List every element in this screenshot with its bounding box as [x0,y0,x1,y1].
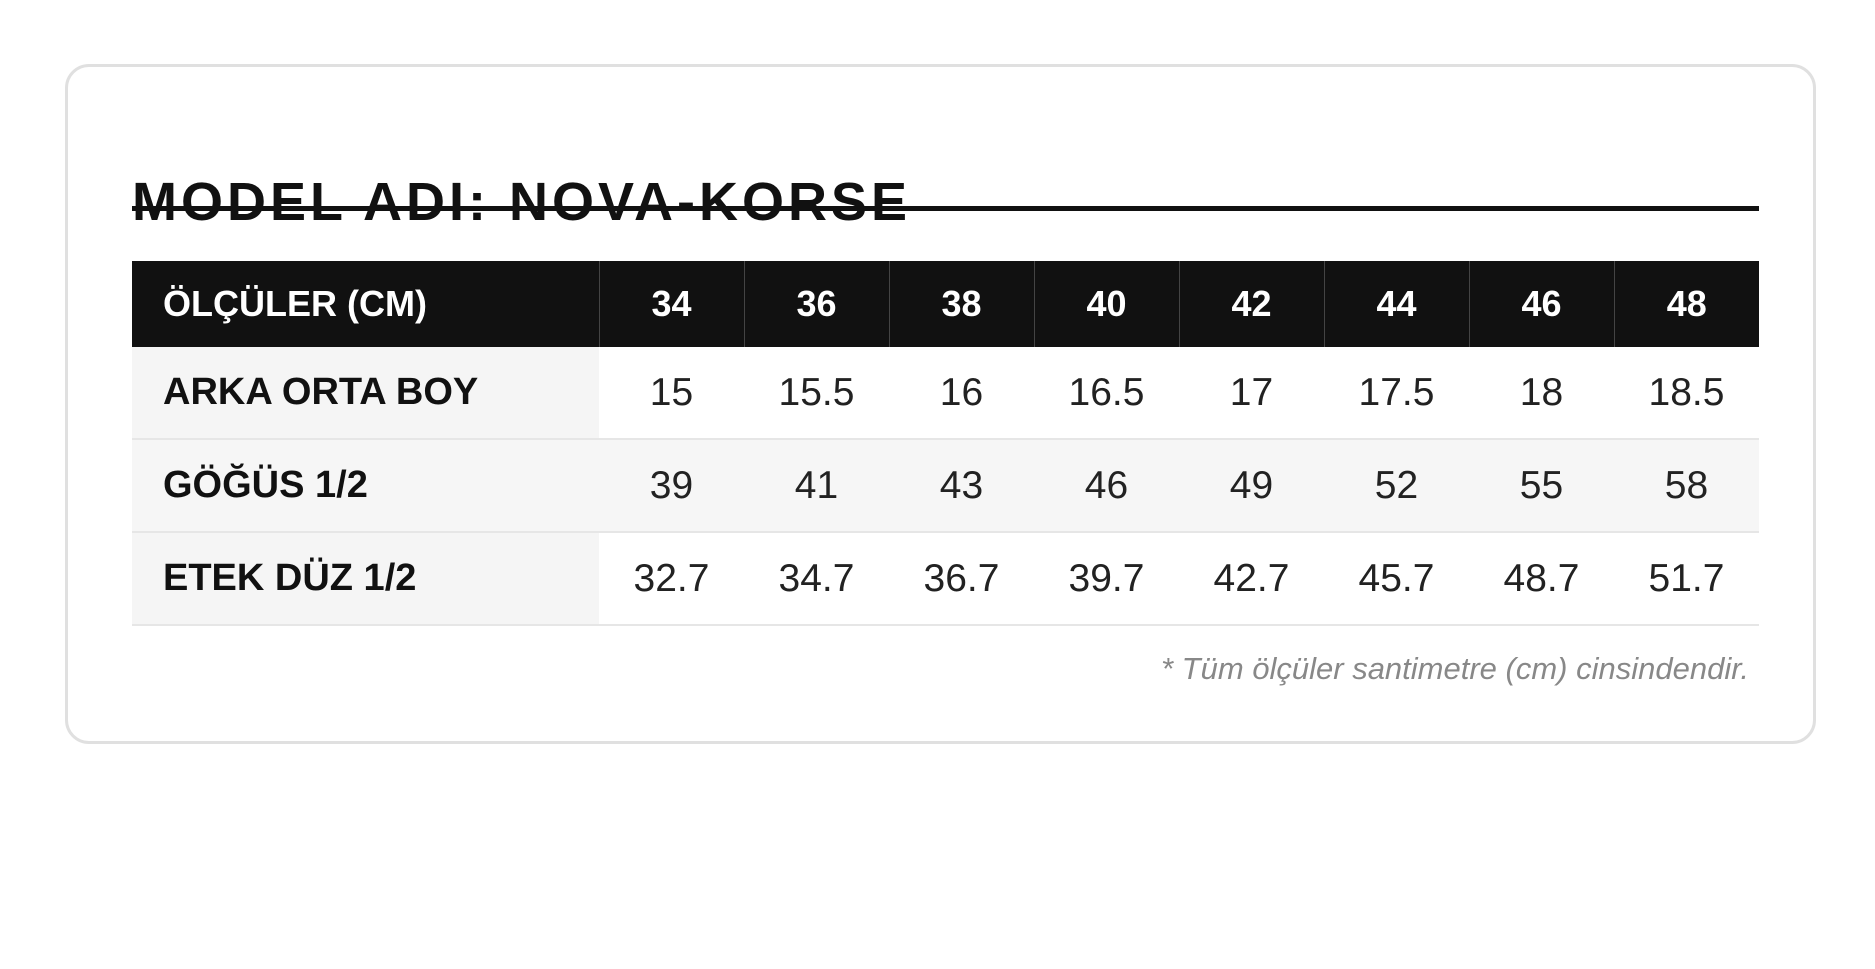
title: MODEL ADI: NOVA-KORSE [132,172,912,232]
table-row: GÖĞÜS 1/2 39 41 43 46 49 52 55 58 [132,439,1759,533]
measure-value: 42.7 [1179,532,1324,626]
measure-name: GÖĞÜS 1/2 [132,439,599,533]
measure-value: 58 [1614,439,1759,533]
size-header: 46 [1468,261,1614,347]
size-header: 44 [1323,261,1469,347]
measure-value: 43 [889,439,1034,533]
size-header: 48 [1613,261,1759,347]
size-header: 40 [1033,261,1179,347]
measure-value: 49 [1179,439,1324,533]
measure-value: 15 [599,347,744,440]
measure-value: 39 [599,439,744,533]
measure-value: 16.5 [1034,347,1179,440]
size-header: 34 [598,261,744,347]
header-row: ÖLÇÜLER (CM) 34 36 38 40 42 44 46 48 [132,261,1759,347]
measure-value: 51.7 [1614,532,1759,626]
table-body: ARKA ORTA BOY 15 15.5 16 16.5 17 17.5 18 18.5 GÖĞ… [132,347,1759,626]
measure-value: 55 [1469,439,1614,533]
measure-value: 17.5 [1324,347,1469,440]
measure-value: 16 [889,347,1034,440]
measure-value: 46 [1034,439,1179,533]
footnote: * Tüm ölçüler santimetre (cm) cinsindend… [1160,651,1749,686]
measure-value: 52 [1324,439,1469,533]
table-row: ETEK DÜZ 1/2 32.7 34.7 36.7 39.7 42.7 45.7 48.7… [132,532,1759,626]
measure-value: 36.7 [889,532,1034,626]
measure-value: 15.5 [744,347,889,440]
size-header: 38 [888,261,1034,347]
measure-value: 34.7 [744,532,889,626]
size-header: 36 [743,261,889,347]
measure-header: ÖLÇÜLER (CM) [132,261,599,347]
measure-name: ETEK DÜZ 1/2 [132,532,599,626]
measure-name: ARKA ORTA BOY [132,347,599,440]
measure-value: 45.7 [1324,532,1469,626]
measure-value: 18.5 [1614,347,1759,440]
measure-value: 17 [1179,347,1324,440]
measure-value: 18 [1469,347,1614,440]
measure-value: 48.7 [1469,532,1614,626]
measure-value: 39.7 [1034,532,1179,626]
size-card: MODEL ADI: NOVA-KORSE ÖLÇÜLER (CM) 34 36 38… [65,64,1816,744]
measure-value: 32.7 [599,532,744,626]
size-table: ÖLÇÜLER (CM) 34 36 38 40 42 44 46 48 ARKA ORTA B… [132,261,1759,626]
size-header: 42 [1178,261,1324,347]
table-head: ÖLÇÜLER (CM) 34 36 38 40 42 44 46 48 [132,261,1759,347]
table-row: ARKA ORTA BOY 15 15.5 16 16.5 17 17.5 18 18.5 [132,347,1759,440]
measure-value: 41 [744,439,889,533]
title-rule [132,206,1759,211]
